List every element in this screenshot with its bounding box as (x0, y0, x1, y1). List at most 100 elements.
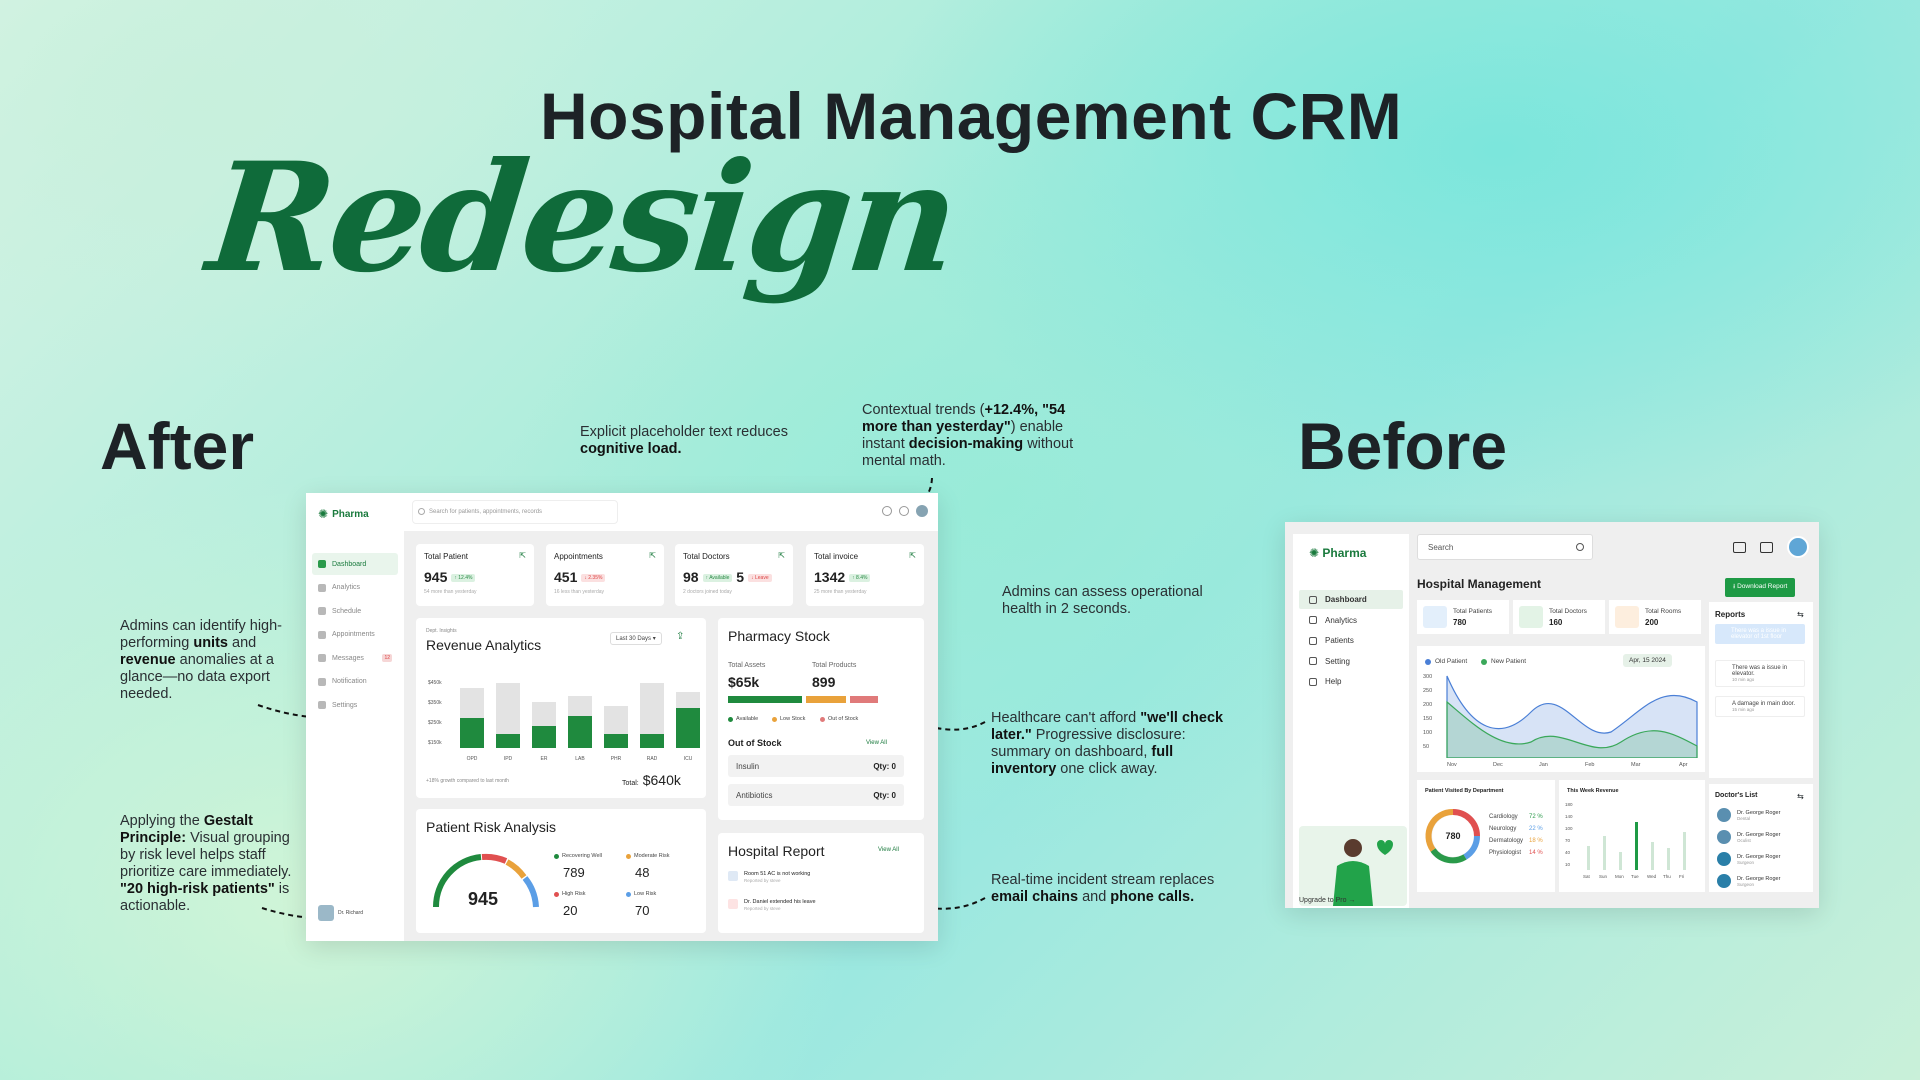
x-tick: OPD (467, 756, 478, 762)
mail-icon[interactable] (1733, 541, 1746, 553)
doctor-item[interactable]: Dr. George Roger Surgeon (1717, 874, 1780, 888)
pharma-logo-icon: ✺ (1309, 546, 1323, 560)
page-title: Hospital Management CRM (540, 79, 1403, 153)
nav-item-dashboard[interactable]: Dashboard (312, 553, 398, 575)
note-admins-ops: Admins can assess operational health in … (1002, 584, 1203, 617)
nav-item-setting[interactable]: Setting (1299, 652, 1403, 671)
kpi-total-patients[interactable]: Total Patients 780 (1417, 600, 1509, 634)
report-item[interactable]: A damage in main door. 15 min ago (1715, 696, 1805, 717)
user-profile[interactable]: Dr. Richard (318, 905, 363, 921)
theme-toggle-icon[interactable] (882, 506, 892, 516)
download-report-button[interactable]: ⭳ Download Report (1725, 578, 1796, 597)
after-nav: Dashboard Analytics Schedule Appointment… (312, 553, 398, 718)
upgrade-link[interactable]: Upgrade to Pro → (1299, 897, 1356, 904)
filter-icon[interactable]: ⇆ (1797, 792, 1804, 801)
y-tick: $250k (428, 720, 442, 726)
kpi-total-rooms[interactable]: Total Rooms 200 (1609, 600, 1701, 634)
kpi-total-doctors[interactable]: Total Doctors 160 (1513, 600, 1605, 634)
external-link-icon[interactable]: ⇱ (649, 551, 656, 560)
leave-chip: ↓ Leave (748, 574, 772, 583)
nav-item-notification[interactable]: Notification (312, 671, 398, 693)
stock-row[interactable]: Antibiotics Qty: 0 (728, 784, 904, 806)
messages-badge: 12 (382, 654, 392, 662)
grid-icon (1309, 595, 1317, 604)
date-range-dropdown[interactable]: Last 30 Days ▾ (610, 632, 662, 645)
legend-high-risk: High Risk (554, 891, 586, 897)
view-all-link[interactable]: View All (866, 740, 887, 746)
note-trends: Contextual trends (+12.4%, "54 more than… (862, 402, 1074, 469)
avatar[interactable] (1787, 536, 1809, 558)
bar-thu (1667, 848, 1670, 870)
x-tick: RAD (647, 756, 658, 762)
donut-dermatology (1430, 848, 1467, 864)
kpi-card-appointments[interactable]: Appointments ⇱ 451 ↓ 2.35% 16 less than y… (546, 544, 664, 606)
bell-icon[interactable] (1760, 541, 1773, 553)
x-tick: ICU (684, 756, 693, 762)
stock-available-segment (728, 696, 802, 703)
bell-icon[interactable] (899, 506, 909, 516)
donut-total: 780 (1445, 831, 1460, 841)
kpi-card-total-doctors[interactable]: Total Doctors ⇱ 98 ↑ Available 5 ↓ Leave 2… (675, 544, 793, 606)
topbar-icons (1733, 536, 1809, 558)
view-all-link[interactable]: View All (878, 847, 899, 853)
doctor-item[interactable]: Dr. George Roger Oculist (1717, 830, 1780, 844)
y-tick: $450k (428, 680, 442, 686)
nav-item-dashboard[interactable]: Dashboard (1299, 590, 1403, 609)
bar-mon (1619, 852, 1622, 870)
chart-icon (1309, 616, 1317, 624)
calendar-icon (318, 607, 326, 615)
external-link-icon[interactable]: ⇱ (778, 551, 785, 560)
date-picker[interactable]: Apr, 15 2024 (1623, 654, 1672, 667)
pharma-logo-icon: ✺ (318, 507, 329, 521)
doctors-icon (1519, 606, 1543, 628)
section-after-label: After (100, 409, 255, 483)
before-sidebar: ✺ Pharma Dashboard Analytics Patients Se… (1293, 534, 1409, 908)
kpi-card-total-invoice[interactable]: Total invoice ⇱ 1342 ↑ 8.4% 25 more than … (806, 544, 924, 606)
after-dashboard-screenshot: ✺ Pharma Dashboard Analytics Schedule Ap… (306, 493, 938, 941)
legend-available: Available (728, 716, 758, 722)
report-item[interactable]: There was a issue in elevator of 1st flo… (1715, 624, 1805, 644)
y-tick: $350k (428, 700, 442, 706)
note-admins-units: Admins can identify high- performing uni… (120, 618, 282, 702)
nav-item-help[interactable]: Help (1299, 672, 1403, 691)
external-link-icon[interactable]: ⇱ (519, 551, 526, 560)
stock-row[interactable]: Insulin Qty: 0 (728, 755, 904, 777)
share-icon[interactable]: ⇪ (676, 631, 685, 642)
nav-item-messages[interactable]: Messages 12 (312, 647, 398, 669)
nav-item-analytics[interactable]: Analytics (312, 577, 398, 599)
doctor-item[interactable]: Dr. George Roger Dental (1717, 808, 1780, 822)
kpi-card-total-patient[interactable]: Total Patient ⇱ 945 ↑ 12.4% 54 more than … (416, 544, 534, 606)
nav-item-appointments[interactable]: Appointments (312, 624, 398, 646)
bar-rad (640, 683, 664, 748)
x-tick: ER (541, 756, 548, 762)
department-donut: 780 (1425, 808, 1481, 864)
nav-item-schedule[interactable]: Schedule (312, 600, 398, 622)
risk-gauge (432, 853, 539, 908)
calendar-icon (728, 899, 738, 909)
avatar[interactable] (916, 505, 928, 517)
week-revenue-card: This Week Revenue 180 140 100 70 40 10 S… (1559, 780, 1705, 892)
donut-cardiology (1452, 809, 1480, 837)
series-new-patient (1446, 700, 1698, 758)
filter-icon[interactable]: ⇆ (1797, 610, 1804, 619)
doctor-item[interactable]: Dr. George Roger Surgeon (1717, 852, 1780, 866)
nav-item-patients[interactable]: Patients (1299, 631, 1403, 650)
report-item[interactable]: Room 51 AC is not working Reported by ste… (728, 871, 810, 883)
bar-icu (676, 692, 700, 748)
after-logo[interactable]: ✺ Pharma (318, 507, 369, 521)
legend-old-patient: Old Patient (1425, 658, 1467, 665)
before-logo[interactable]: ✺ Pharma (1309, 546, 1367, 560)
legend-out-of-stock: Out of Stock (820, 716, 858, 722)
search-input[interactable]: Search for patients, appointments, recor… (412, 500, 618, 524)
avatar (318, 905, 334, 921)
report-item[interactable]: Dr. Daniel extended his leave Reported by… (728, 899, 816, 911)
nav-item-analytics[interactable]: Analytics (1299, 611, 1403, 630)
external-link-icon[interactable]: ⇱ (909, 551, 916, 560)
bar-sun (1603, 836, 1606, 870)
search-input[interactable]: Search (1417, 534, 1593, 560)
pharmacy-stock-card: Pharmacy Stock Total Assets $65k Total P… (718, 618, 924, 820)
nav-item-settings[interactable]: Settings (312, 694, 398, 716)
report-item[interactable]: There was a issue in elevator. 10 min ago (1715, 660, 1805, 687)
user-icon (1309, 636, 1317, 645)
after-sidebar: ✺ Pharma Dashboard Analytics Schedule Ap… (306, 493, 404, 941)
